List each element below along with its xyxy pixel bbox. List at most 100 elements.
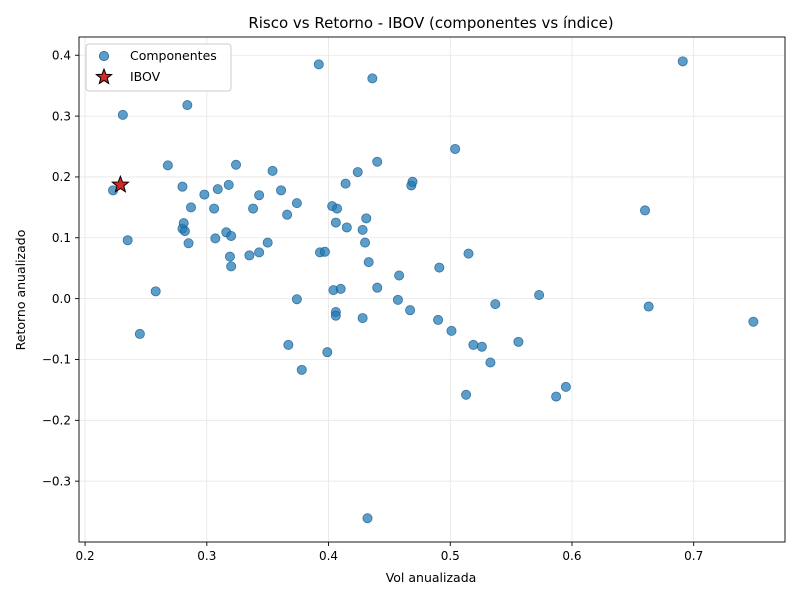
chart-title: Risco vs Retorno - IBOV (componentes vs … [248, 14, 613, 32]
component-point [361, 213, 372, 224]
component-point [162, 160, 173, 171]
component-point [490, 299, 501, 310]
component-point [210, 233, 221, 244]
component-point [394, 270, 405, 281]
component-point [468, 339, 479, 350]
x-axis-label: Vol anualizada [386, 570, 477, 585]
component-point [476, 341, 487, 352]
data-points [108, 56, 759, 524]
legend-marker-componentes [99, 51, 110, 62]
component-point [513, 336, 524, 347]
component-point [360, 237, 371, 248]
component-point [534, 289, 545, 300]
component-point [363, 257, 374, 268]
component-point [283, 339, 294, 350]
component-point [340, 178, 351, 189]
component-point [313, 59, 324, 70]
component-point [433, 314, 444, 325]
component-point [199, 189, 210, 200]
y-axis-ticks: −0.3 −0.2 −0.1 0.0 0.1 0.2 0.3 0.4 [42, 48, 79, 488]
component-point [209, 203, 220, 214]
y-tick-label: 0.0 [52, 292, 71, 306]
component-point [224, 251, 235, 262]
component-point [357, 313, 368, 324]
legend-label-componentes: Componentes [130, 48, 217, 63]
component-point [226, 230, 237, 241]
component-point [372, 156, 383, 167]
component-point [463, 248, 474, 259]
component-point [446, 325, 457, 336]
x-tick-label: 0.7 [684, 549, 703, 563]
component-point [182, 100, 193, 111]
component-point [357, 224, 368, 235]
ibov-point [110, 174, 130, 193]
y-tick-label: −0.1 [42, 353, 71, 367]
component-point [332, 203, 343, 214]
component-point [296, 364, 307, 375]
x-tick-label: 0.2 [76, 549, 95, 563]
y-tick-label: 0.3 [52, 109, 71, 123]
component-point [226, 261, 237, 272]
component-point [244, 250, 255, 261]
component-point [335, 283, 346, 294]
legend-box [85, 43, 232, 92]
component-point [276, 185, 287, 196]
component-point [117, 109, 128, 120]
component-point [362, 513, 373, 524]
component-point [485, 357, 496, 368]
x-axis-ticks: 0.2 0.3 0.4 0.5 0.6 0.7 [76, 542, 703, 563]
component-point [748, 316, 759, 327]
component-point [223, 179, 234, 190]
component-point [405, 305, 416, 316]
component-point [341, 222, 352, 233]
x-tick-label: 0.6 [562, 549, 581, 563]
component-point [150, 286, 161, 297]
component-point [461, 389, 472, 400]
component-point [450, 143, 461, 154]
component-point [352, 167, 363, 178]
component-point [330, 217, 341, 228]
component-point [185, 202, 196, 213]
y-tick-label: −0.2 [42, 414, 71, 428]
component-point [392, 294, 403, 305]
component-point [372, 282, 383, 293]
component-point [267, 165, 278, 176]
component-point [231, 159, 242, 170]
component-point [262, 237, 273, 248]
component-point [643, 301, 654, 312]
y-tick-label: −0.3 [42, 474, 71, 488]
component-point [179, 226, 190, 237]
component-point [254, 190, 265, 201]
y-tick-label: 0.1 [52, 231, 71, 245]
component-point [560, 381, 571, 392]
component-point [291, 198, 302, 209]
component-point [551, 391, 562, 402]
x-tick-label: 0.4 [319, 549, 338, 563]
legend-label-ibov: IBOV [130, 69, 161, 84]
component-point [640, 205, 651, 216]
y-axis-label: Retorno anualizado [13, 230, 28, 351]
component-point [183, 238, 194, 249]
component-point [677, 56, 688, 67]
component-point [177, 181, 188, 192]
component-point [407, 176, 418, 187]
component-point [282, 209, 293, 220]
component-point [122, 235, 133, 246]
y-tick-label: 0.2 [52, 170, 71, 184]
plot-frame [78, 36, 786, 543]
x-tick-label: 0.3 [197, 549, 216, 563]
component-point [367, 73, 378, 84]
component-point [330, 310, 341, 321]
component-point [322, 347, 333, 358]
component-point [291, 294, 302, 305]
component-point [248, 203, 259, 214]
legend-marker-ibov [95, 67, 113, 85]
legend: Componentes IBOV [85, 43, 232, 92]
y-tick-label: 0.4 [52, 48, 71, 62]
component-point [434, 262, 445, 273]
component-point [254, 247, 265, 258]
component-point [134, 328, 145, 339]
component-point [319, 246, 330, 257]
component-point [212, 184, 223, 195]
